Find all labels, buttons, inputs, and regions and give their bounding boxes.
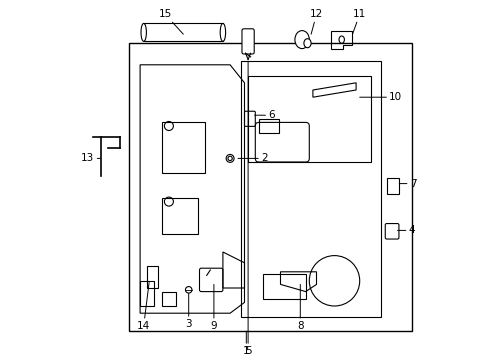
Bar	[241, 61, 381, 317]
Text: 1: 1	[243, 331, 249, 356]
Text: 6: 6	[254, 110, 274, 120]
Ellipse shape	[338, 36, 344, 43]
Ellipse shape	[220, 23, 225, 41]
Bar	[162, 198, 197, 234]
Bar	[143, 23, 223, 41]
Text: 15: 15	[158, 9, 183, 34]
Text: 11: 11	[352, 9, 366, 34]
Text: 9: 9	[210, 284, 217, 331]
Ellipse shape	[303, 39, 310, 48]
Bar	[258, 119, 278, 133]
Text: 5: 5	[244, 61, 251, 356]
FancyBboxPatch shape	[242, 29, 254, 54]
Text: 14: 14	[137, 283, 150, 331]
Bar	[162, 122, 204, 173]
Bar	[147, 266, 158, 288]
Text: 3: 3	[185, 293, 192, 329]
Text: 10: 10	[359, 92, 402, 102]
Bar	[162, 292, 176, 306]
Text: 7: 7	[399, 179, 415, 189]
Text: 4: 4	[397, 225, 414, 235]
Text: 12: 12	[309, 9, 323, 34]
Bar	[262, 274, 305, 299]
Text: 13: 13	[81, 153, 101, 163]
Ellipse shape	[141, 23, 146, 41]
Ellipse shape	[294, 31, 309, 49]
Bar	[386, 178, 399, 194]
Bar	[247, 76, 370, 162]
Bar	[140, 281, 154, 306]
Text: 8: 8	[296, 284, 303, 331]
Text: 2: 2	[238, 153, 267, 163]
